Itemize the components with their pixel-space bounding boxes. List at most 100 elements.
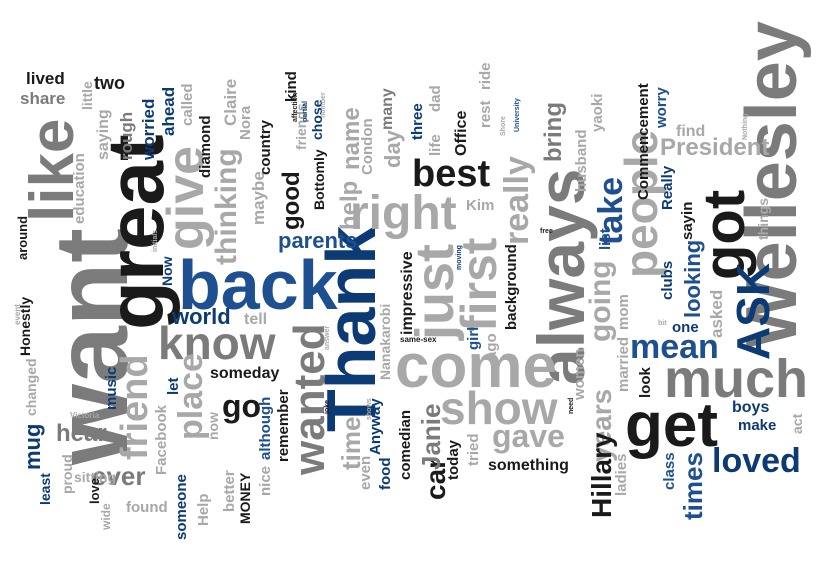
cloud-word: country <box>257 119 274 175</box>
cloud-word: even <box>357 455 374 490</box>
cloud-word: worried <box>139 98 158 160</box>
cloud-word: event <box>13 304 22 325</box>
cloud-word: ride <box>477 62 494 90</box>
cloud-word: right <box>350 187 457 240</box>
cloud-word: asked <box>707 289 726 338</box>
cloud-word: look <box>637 367 654 398</box>
cloud-word: diamond <box>197 115 214 179</box>
cloud-word: free <box>540 228 553 235</box>
cloud-word: moving <box>456 245 463 270</box>
cloud-word: Office <box>453 110 470 156</box>
cloud-word: ever <box>92 461 146 491</box>
cloud-word: love <box>87 477 102 504</box>
cloud-word: impressive <box>399 251 416 335</box>
cloud-word: place <box>172 353 210 440</box>
cloud-word: maybe <box>249 171 268 225</box>
cloud-word: MONEY <box>237 472 253 524</box>
cloud-word: Condon <box>359 118 376 175</box>
cloud-word: remember <box>275 389 292 462</box>
cloud-word: better <box>221 470 238 512</box>
cloud-word: times <box>678 452 708 520</box>
cloud-word: going <box>584 260 617 342</box>
cloud-word: ago <box>483 333 500 360</box>
cloud-word: best <box>412 153 491 195</box>
cloud-word: women <box>571 348 588 400</box>
cloud-word: need <box>568 397 575 414</box>
cloud-word: good <box>278 171 305 230</box>
cloud-word: Really <box>659 165 676 210</box>
cloud-word: around <box>15 215 30 260</box>
cloud-word: act <box>789 413 805 434</box>
cloud-word: come <box>395 332 557 401</box>
cloud-word: someday <box>210 365 280 382</box>
cloud-word: married <box>615 336 632 392</box>
cloud-word: list <box>597 228 614 250</box>
cloud-word: loved <box>712 442 801 480</box>
cloud-word: worry <box>653 87 670 128</box>
cloud-word: gave <box>492 418 565 454</box>
cloud-word: Facebook <box>153 404 170 475</box>
cloud-word: now <box>205 412 221 440</box>
cloud-word: two <box>94 73 125 93</box>
cloud-word: Shore <box>500 116 507 136</box>
cloud-word: bit <box>658 320 667 327</box>
cloud-word: called <box>179 83 196 126</box>
cloud-word: Bottomly <box>311 149 327 210</box>
cloud-word: music <box>103 366 120 410</box>
cloud-word: Commencement <box>635 83 652 200</box>
cloud-word: President <box>660 134 770 161</box>
cloud-word: little <box>79 81 95 110</box>
cloud-word: three <box>409 103 426 140</box>
cloud-word: Nanakarobi <box>377 303 393 380</box>
cloud-word: lived <box>26 69 65 88</box>
cloud-word: proud <box>59 454 75 494</box>
cloud-word: dad <box>427 85 444 112</box>
cloud-word: wide <box>99 503 113 530</box>
cloud-word: joke <box>324 399 331 414</box>
cloud-word: Nora <box>237 105 254 140</box>
cloud-word: Kim <box>466 197 495 214</box>
cloud-word: really <box>498 156 536 245</box>
cloud-word: ASK <box>727 262 779 360</box>
cloud-word: girl <box>465 326 482 350</box>
cloud-word: one <box>672 319 699 336</box>
cloud-word: Now <box>159 256 175 286</box>
cloud-word: looking <box>680 239 705 318</box>
cloud-word: get <box>625 391 718 460</box>
cloud-word: parents <box>278 228 358 253</box>
cloud-word: someone <box>173 474 190 540</box>
cloud-word: comedian <box>397 409 414 480</box>
cloud-word: ahead <box>159 86 178 136</box>
cloud-word: share <box>20 89 66 108</box>
cloud-word: much <box>664 349 809 409</box>
cloud-word: back <box>178 246 338 324</box>
cloud-word: mean <box>630 328 719 366</box>
cloud-word: mug <box>20 423 45 470</box>
cloud-word: things <box>755 198 771 240</box>
cloud-word: mom <box>615 294 632 330</box>
cloud-word: make <box>738 417 777 434</box>
cloud-word: number <box>320 92 327 118</box>
cloud-word: thinking <box>210 148 243 265</box>
cloud-word: something <box>488 457 569 474</box>
cloud-word: world <box>172 304 231 329</box>
cloud-word: food <box>377 457 394 490</box>
cloud-word: answer <box>324 325 331 350</box>
cloud-word: help <box>336 180 363 230</box>
cloud-word: Nothing <box>742 113 749 140</box>
cloud-word: Janie <box>416 403 446 471</box>
cloud-word: rough <box>117 111 136 160</box>
cloud-word: changed <box>23 358 39 416</box>
cloud-word: background <box>503 244 520 330</box>
cloud-word: ladies <box>613 453 630 496</box>
cloud-word: affection <box>292 92 299 122</box>
cloud-word: yaoki <box>589 93 606 132</box>
cloud-word: Hillary <box>586 432 617 518</box>
cloud-word: know <box>158 317 276 369</box>
cloud-word: class <box>661 452 678 490</box>
cloud-word: sitting <box>74 469 116 485</box>
cloud-word: shows <box>366 398 373 420</box>
cloud-word: day <box>380 130 405 168</box>
cloud-word: life <box>427 134 444 156</box>
